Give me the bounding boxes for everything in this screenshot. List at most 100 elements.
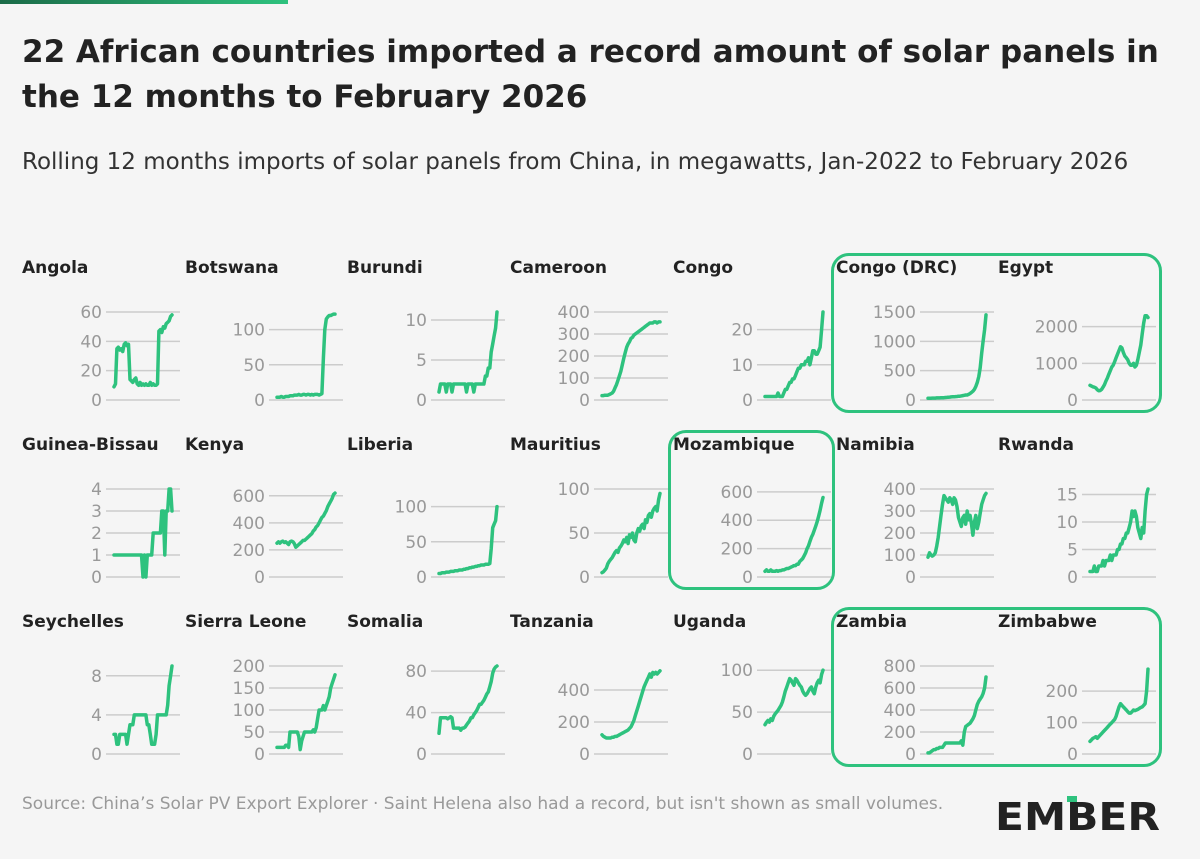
y-tick-label: 80 (405, 662, 427, 682)
y-tick-label: 0 (416, 568, 427, 588)
y-tick-label: 0 (579, 745, 590, 765)
chart-egypt: Egypt 0 1000 2000 (998, 258, 1160, 430)
y-tick-label: 0 (579, 568, 590, 588)
country-name: Egypt (998, 258, 1054, 278)
y-tick-label: 200 (884, 524, 916, 544)
y-tick-label: 20 (731, 321, 753, 341)
y-tick-label: 5 (416, 351, 427, 371)
chart-congo: Congo 0 10 20 (673, 258, 835, 430)
y-tick-label: 10 (731, 356, 753, 376)
y-tick-label: 0 (1067, 568, 1078, 588)
mini-line-chart: 0 200 400 (558, 669, 668, 765)
y-tick-label: 150 (233, 679, 265, 699)
logo-text: EMBER (995, 795, 1160, 839)
mini-line-chart: 0 100 200 (1046, 667, 1156, 765)
top-accent-bar (0, 0, 288, 4)
chart-zimbabwe: Zimbabwe 0 100 200 (998, 612, 1160, 784)
chart-tanzania: Tanzania 0 200 400 (510, 612, 672, 784)
y-tick-label: 60 (80, 303, 102, 323)
country-name: Mozambique (673, 435, 795, 455)
y-tick-label: 0 (254, 568, 265, 588)
chart-mauritius: Mauritius 0 50 100 (510, 435, 672, 607)
y-tick-label: 600 (884, 679, 916, 699)
y-tick-label: 50 (243, 723, 265, 743)
y-tick-label: 3 (91, 502, 102, 522)
series-line (600, 491, 662, 575)
country-name: Sierra Leone (185, 612, 307, 632)
series-line (763, 668, 825, 727)
series-line (600, 669, 662, 740)
chart-kenya: Kenya 0 200 400 600 (185, 435, 347, 607)
y-tick-label: 200 (558, 713, 590, 733)
chart-somalia: Somalia 0 40 80 (347, 612, 509, 784)
series-line (112, 487, 174, 579)
series-line (600, 320, 662, 398)
chart-mozambique: Mozambique 0 200 400 600 (673, 435, 835, 607)
country-name: Tanzania (510, 612, 594, 632)
y-tick-label: 200 (1046, 682, 1078, 702)
ember-logo: EMBER (995, 795, 1160, 839)
y-tick-label: 10 (1056, 513, 1078, 533)
y-tick-label: 200 (884, 723, 916, 743)
chart-seychelles: Seychelles 0 4 8 (22, 612, 184, 784)
y-tick-label: 200 (233, 657, 265, 677)
y-tick-label: 50 (243, 356, 265, 376)
series-line (1088, 313, 1150, 393)
y-tick-label: 50 (405, 533, 427, 553)
chart-burundi: Burundi 0 5 10 (347, 258, 509, 430)
y-tick-label: 0 (416, 391, 427, 411)
y-tick-label: 40 (405, 704, 427, 724)
y-tick-label: 300 (884, 502, 916, 522)
series-line (926, 675, 988, 755)
series-line (926, 491, 988, 559)
y-tick-label: 200 (558, 347, 590, 367)
y-tick-label: 0 (91, 391, 102, 411)
mini-line-chart: 0 5 10 (405, 310, 505, 411)
chart-liberia: Liberia 0 50 100 (347, 435, 509, 607)
chart-cameroon: Cameroon 0 100 200 300 400 (510, 258, 672, 430)
country-name: Kenya (185, 435, 245, 455)
y-tick-label: 0 (905, 745, 916, 765)
chart-uganda: Uganda 0 50 100 (673, 612, 835, 784)
y-tick-label: 0 (742, 568, 753, 588)
chart-sierra-leone: Sierra Leone 0 50 100 150 200 (185, 612, 347, 784)
y-tick-label: 300 (558, 325, 590, 345)
y-tick-label: 100 (884, 546, 916, 566)
y-tick-label: 500 (884, 362, 916, 382)
y-tick-label: 1000 (873, 332, 916, 352)
y-tick-label: 0 (91, 568, 102, 588)
country-name: Rwanda (998, 435, 1075, 455)
y-tick-label: 400 (884, 701, 916, 721)
y-tick-label: 0 (91, 745, 102, 765)
country-name: Burundi (347, 258, 423, 278)
country-name: Cameroon (510, 258, 608, 278)
country-name: Mauritius (510, 435, 601, 455)
series-line (437, 664, 499, 736)
series-line (763, 310, 825, 399)
series-line (112, 664, 174, 746)
y-tick-label: 100 (721, 661, 753, 681)
mini-line-chart: 0 200 400 600 (721, 483, 831, 588)
chart-subtitle: Rolling 12 months imports of solar panel… (22, 149, 1129, 175)
y-tick-label: 1500 (873, 303, 916, 323)
country-name: Somalia (347, 612, 424, 632)
country-name: Uganda (673, 612, 747, 632)
country-name: Congo (DRC) (836, 258, 958, 278)
y-tick-label: 0 (1067, 745, 1078, 765)
y-tick-label: 0 (254, 391, 265, 411)
y-tick-label: 100 (1046, 714, 1078, 734)
chart-rwanda: Rwanda 0 5 10 15 (998, 435, 1160, 607)
series-line (275, 491, 337, 549)
source-note: Source: China’s Solar PV Export Explorer… (22, 794, 944, 814)
y-tick-label: 1 (91, 546, 102, 566)
mini-line-chart: 0 50 100 (721, 661, 831, 765)
y-tick-label: 0 (254, 745, 265, 765)
y-tick-label: 8 (91, 667, 102, 687)
y-tick-label: 0 (905, 391, 916, 411)
y-tick-label: 400 (233, 514, 265, 534)
